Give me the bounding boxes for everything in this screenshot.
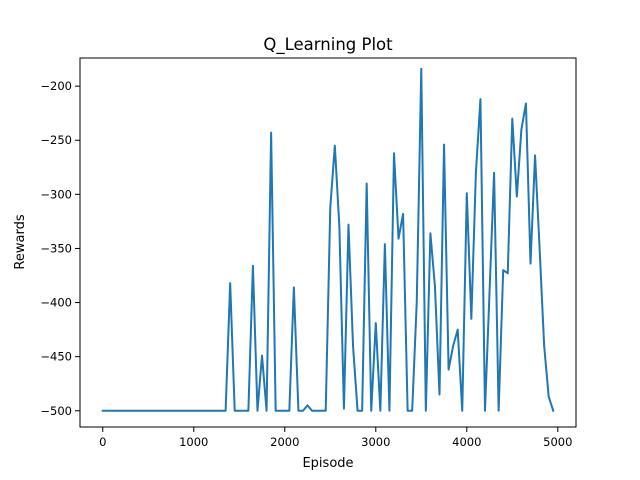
x-axis-ticks: 0 1000 2000 3000 4000 5000 bbox=[99, 427, 572, 449]
chart-title: Q_Learning Plot bbox=[263, 35, 393, 55]
x-tick-label: 2000 bbox=[270, 435, 299, 449]
y-tick-label: −500 bbox=[40, 404, 72, 418]
x-tick-label: 5000 bbox=[543, 435, 572, 449]
y-tick-label: −300 bbox=[40, 187, 72, 201]
y-tick-label: −250 bbox=[40, 133, 72, 147]
series-line-0 bbox=[101, 67, 555, 413]
y-tick-label: −200 bbox=[40, 79, 72, 93]
x-tick-label: 0 bbox=[99, 435, 106, 449]
y-axis-ticks: −500 −450 −400 −350 −300 −250 −200 bbox=[40, 79, 80, 418]
x-axis-label: Episode bbox=[302, 456, 353, 471]
x-tick-label: 4000 bbox=[452, 435, 481, 449]
y-tick-label: −400 bbox=[40, 296, 72, 310]
x-tick-label: 1000 bbox=[179, 435, 208, 449]
y-axis-label: Rewards bbox=[13, 214, 28, 269]
plot-area bbox=[101, 67, 555, 413]
y-tick-label: −450 bbox=[40, 350, 72, 364]
y-tick-label: −350 bbox=[40, 241, 72, 255]
axes-frame bbox=[79, 57, 577, 428]
x-tick-label: 3000 bbox=[361, 435, 390, 449]
